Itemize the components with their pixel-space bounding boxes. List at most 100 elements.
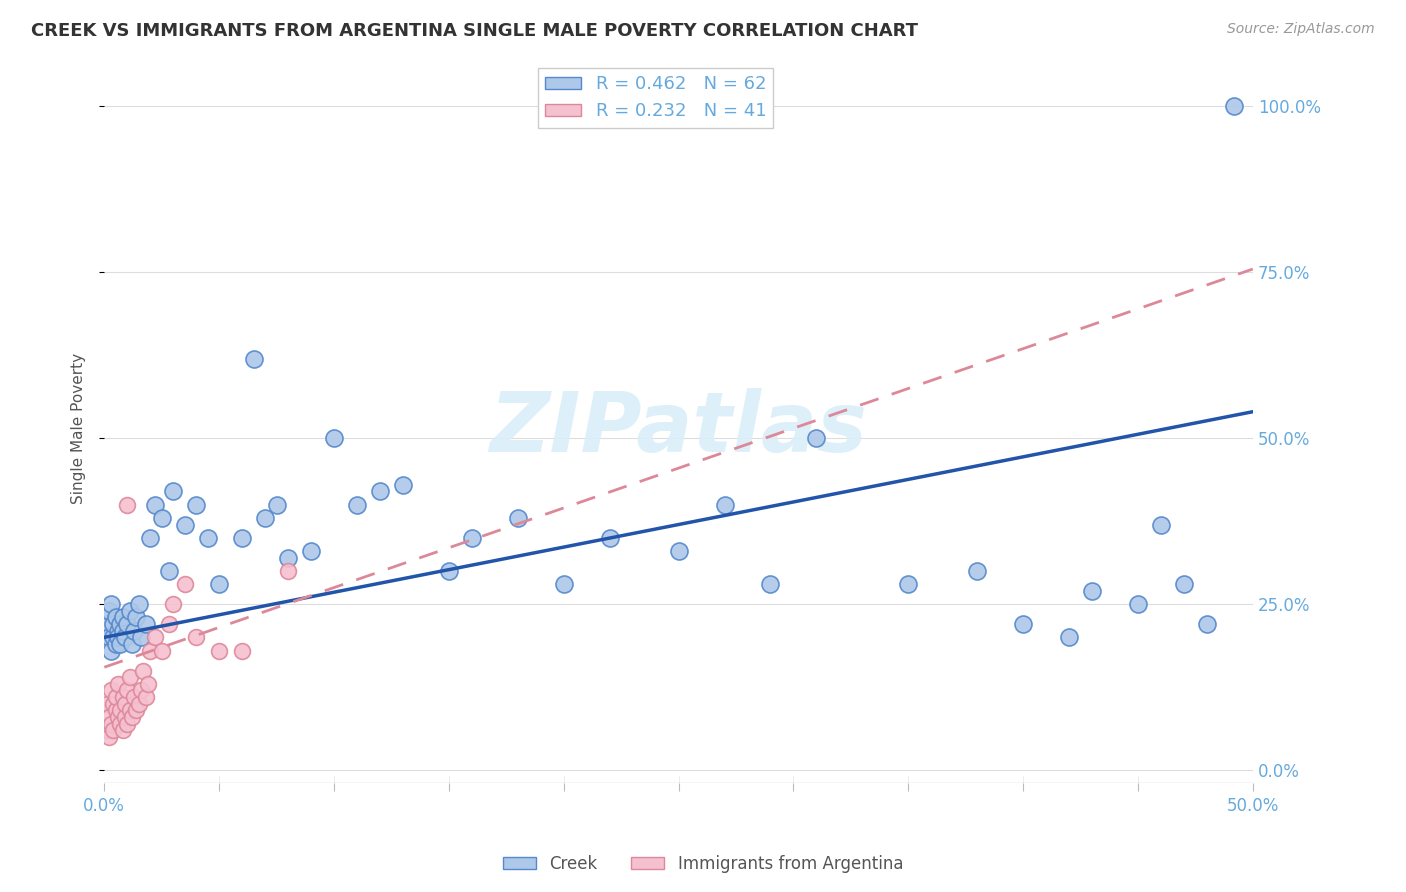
Point [104,690,127,704]
Point [157,617,180,632]
Point [104,637,127,651]
Point [117,683,139,698]
Point [1081,583,1104,598]
Point [97,604,120,618]
Point [97,710,120,724]
Point [96,617,118,632]
Point [121,710,143,724]
Point [1223,99,1246,113]
Point [100,643,122,657]
Point [143,498,166,512]
Point [103,697,125,711]
Point [100,683,122,698]
Point [111,690,134,704]
Point [111,723,134,738]
Point [118,670,141,684]
Point [162,597,184,611]
Point [125,703,148,717]
Point [129,631,152,645]
Point [117,716,139,731]
Point [110,637,132,651]
Point [173,577,195,591]
Point [231,531,253,545]
Point [118,604,141,618]
Point [897,577,920,591]
Point [392,477,415,491]
Point [1126,597,1149,611]
Point [806,431,828,445]
Point [122,690,145,704]
Point [173,517,195,532]
Point [461,531,484,545]
Point [111,624,134,638]
Point [713,498,735,512]
Point [110,716,132,731]
Legend: Creek, Immigrants from Argentina: Creek, Immigrants from Argentina [496,848,910,880]
Point [114,631,136,645]
Point [96,723,118,738]
Point [97,730,120,744]
Point [135,690,157,704]
Text: ZIPatlas: ZIPatlas [489,388,868,469]
Point [208,643,231,657]
Point [1150,517,1173,532]
Point [1195,617,1218,632]
Point [143,631,166,645]
Point [128,697,150,711]
Point [139,531,162,545]
Point [117,498,139,512]
Point [107,631,129,645]
Point [100,716,122,731]
Point [107,624,129,638]
Point [103,631,125,645]
Text: CREEK VS IMMIGRANTS FROM ARGENTINA SINGLE MALE POVERTY CORRELATION CHART: CREEK VS IMMIGRANTS FROM ARGENTINA SINGL… [31,22,918,40]
Point [107,677,129,691]
Point [125,610,148,624]
Point [121,637,143,651]
Y-axis label: Single Male Poverty: Single Male Poverty [72,352,86,504]
Point [114,697,136,711]
Legend: R = 0.462   N = 62, R = 0.232   N = 41: R = 0.462 N = 62, R = 0.232 N = 41 [537,68,773,128]
Point [110,703,132,717]
Point [117,617,139,632]
Text: Source: ZipAtlas.com: Source: ZipAtlas.com [1227,22,1375,37]
Point [197,531,219,545]
Point [242,351,264,366]
Point [1173,577,1195,591]
Point [277,550,299,565]
Point [966,564,988,578]
Point [277,564,299,578]
Point [368,484,391,499]
Point [759,577,782,591]
Point [111,610,134,624]
Point [208,577,231,591]
Point [157,564,180,578]
Point [104,703,127,717]
Point [96,697,118,711]
Point [553,577,575,591]
Point [150,511,173,525]
Point [323,431,346,445]
Point [110,617,132,632]
Point [186,498,208,512]
Point [599,531,621,545]
Point [668,544,690,558]
Point [1057,631,1080,645]
Point [506,511,529,525]
Point [231,643,253,657]
Point [299,544,322,558]
Point [266,498,288,512]
Point [114,710,136,724]
Point [437,564,460,578]
Point [103,617,125,632]
Point [139,643,162,657]
Point [128,597,150,611]
Point [97,631,120,645]
Point [135,617,157,632]
Point [100,597,122,611]
Point [132,664,155,678]
Point [118,703,141,717]
Point [122,624,145,638]
Point [107,710,129,724]
Point [129,683,152,698]
